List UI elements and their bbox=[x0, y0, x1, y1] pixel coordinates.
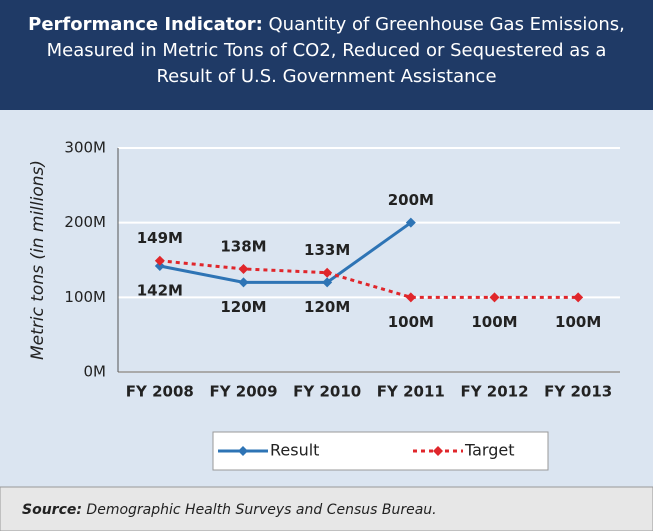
y-tick-label: 300M bbox=[64, 139, 106, 157]
series-line bbox=[159, 221, 412, 284]
legend-box bbox=[212, 431, 549, 471]
title-text: Quantity of Greenhouse Gas Emissions, Me… bbox=[46, 14, 625, 87]
data-label: 100M bbox=[388, 313, 434, 331]
point bbox=[405, 292, 416, 303]
point bbox=[489, 292, 500, 303]
point bbox=[238, 277, 249, 288]
data-label: 200M bbox=[388, 191, 434, 209]
y-axis-label: Metric tons (in millions) bbox=[28, 160, 48, 360]
y-tick-label: 100M bbox=[64, 288, 106, 306]
legend-label: Target bbox=[464, 441, 515, 460]
data-label: 138M bbox=[220, 237, 266, 255]
x-tick-label: FY 2012 bbox=[460, 383, 528, 401]
point bbox=[154, 255, 165, 266]
legend-label: Result bbox=[270, 441, 319, 460]
data-label: 142M bbox=[137, 281, 183, 299]
title: Performance Indicator: Quantity of Green… bbox=[20, 12, 633, 90]
data-label: 120M bbox=[304, 298, 350, 316]
header bbox=[0, 0, 653, 110]
x-tick-label: FY 2008 bbox=[126, 383, 194, 401]
y-tick-label: 0M bbox=[84, 363, 107, 381]
data-label: 100M bbox=[471, 313, 517, 331]
point bbox=[573, 292, 584, 303]
source-label: Source: bbox=[22, 502, 82, 518]
data-label: 133M bbox=[304, 241, 350, 259]
legend-marker bbox=[433, 446, 443, 456]
point bbox=[322, 267, 333, 278]
source-text: Demographic Health Surveys and Census Bu… bbox=[86, 502, 436, 518]
point bbox=[405, 217, 416, 228]
legend-marker bbox=[238, 446, 248, 456]
source: Source: Demographic Health Surveys and C… bbox=[22, 502, 437, 518]
data-label: 100M bbox=[555, 313, 601, 331]
x-tick-label: FY 2009 bbox=[209, 383, 277, 401]
title-label: Performance Indicator: bbox=[28, 14, 263, 35]
point bbox=[322, 277, 333, 288]
x-tick-label: FY 2013 bbox=[544, 383, 612, 401]
series-line bbox=[159, 259, 579, 299]
data-label: 149M bbox=[137, 229, 183, 247]
x-tick-label: FY 2010 bbox=[293, 383, 361, 401]
data-label: 120M bbox=[220, 298, 266, 316]
point bbox=[154, 260, 165, 271]
title-box: Performance Indicator: Quantity of Green… bbox=[20, 12, 633, 90]
point bbox=[238, 263, 249, 274]
footer bbox=[0, 486, 653, 531]
x-tick-label: FY 2011 bbox=[377, 383, 445, 401]
y-tick-label: 200M bbox=[64, 213, 106, 231]
